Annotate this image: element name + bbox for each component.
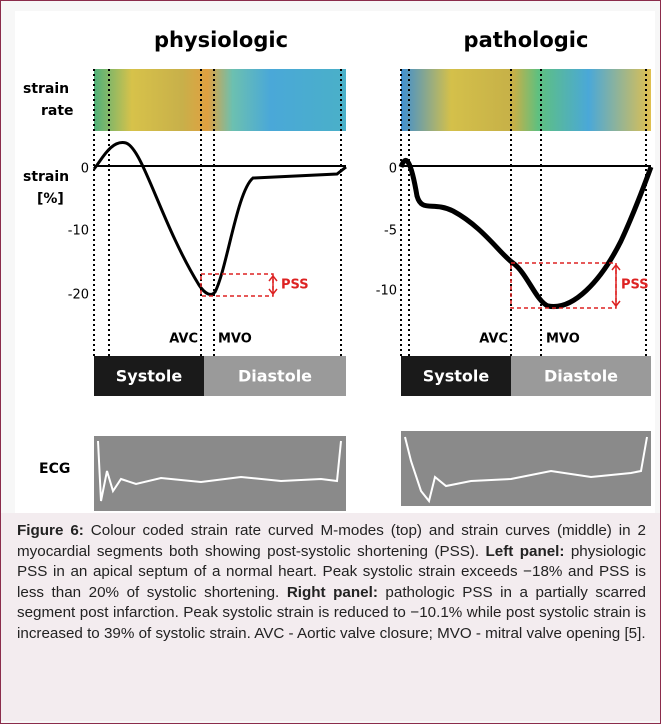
phase-label: Systole (116, 367, 183, 386)
event-label: MVO (546, 332, 580, 347)
caption-label: Figure 6: (17, 522, 84, 539)
event-label: AVC (479, 332, 508, 347)
pss-label: PSS (621, 278, 649, 293)
y-tick-label: -5 (384, 224, 397, 239)
y-tick-label: 0 (389, 162, 397, 177)
event-label: AVC (169, 332, 198, 347)
pss-label: PSS (281, 278, 309, 293)
panel-title: physiologic (154, 28, 288, 52)
strain-rate-mmode (401, 69, 651, 131)
row-label: [%] (37, 191, 64, 207)
ecg-box (401, 431, 651, 506)
figure: physiologic pathologic strain rate strai… (1, 1, 660, 513)
ecg-box (94, 436, 346, 511)
y-tick-label: 0 (81, 162, 89, 177)
panel-title: pathologic (464, 28, 589, 52)
y-tick-label: -10 (68, 224, 89, 239)
strain-rate-mmode (94, 69, 346, 131)
y-tick-label: -10 (376, 284, 397, 299)
caption: Figure 6: Colour coded strain rate curve… (1, 513, 660, 721)
row-label: strain (23, 169, 69, 185)
row-label: rate (41, 103, 74, 119)
row-label: ECG (39, 461, 70, 477)
figure-page: physiologic pathologic strain rate strai… (0, 0, 661, 724)
caption-label: Right panel: (287, 584, 378, 601)
phase-label: Systole (423, 367, 490, 386)
phase-label: Diastole (238, 367, 312, 386)
row-label: strain (23, 81, 69, 97)
caption-label: Left panel: (486, 543, 565, 560)
event-label: MVO (218, 332, 252, 347)
y-tick-label: -20 (68, 288, 89, 303)
phase-label: Diastole (544, 367, 618, 386)
